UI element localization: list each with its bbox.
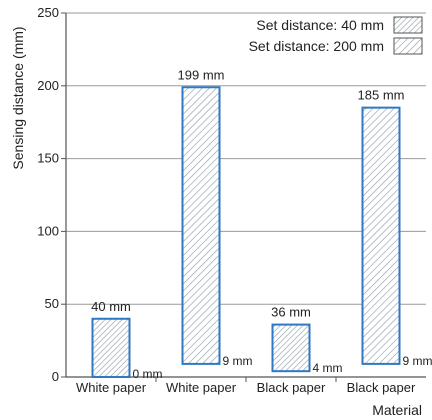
y-tick-label-50: 50 [45,296,59,311]
legend-swatch-2 [393,37,423,55]
bar-min-label-series1-1: 0 mm [133,367,163,381]
bars [91,86,401,379]
y-tick-label-150: 150 [37,151,59,166]
bar-max-label-series2-2: 185 mm [358,88,405,103]
bar-max-label-series2-1: 199 mm [178,67,225,82]
bar-max-label-series1-1: 40 mm [91,299,131,314]
legend-swatch-1 [393,16,423,34]
legend-label-2: Set distance: 200 mm [249,38,384,54]
bar-series2-2 [361,106,401,365]
y-tick-label-100: 100 [37,223,59,238]
bar-min-label-series1-2: 4 mm [313,361,343,375]
y-tick-label-200: 200 [37,78,59,93]
legend-label-1: Set distance: 40 mm [256,17,384,33]
bar-series1-2 [271,323,311,373]
axes: 0 50 100 150 200 250 White paper White paper Bla… [37,5,426,395]
y-tick-label-250: 250 [37,5,59,20]
y-tick-label-0: 0 [52,369,59,384]
data-labels: 40 mm 0 mm 36 mm 4 mm 199 mm 9 mm 185 mm 9 mm [91,67,432,381]
legend: Set distance: 40 mm Set distance: 200 mm [249,16,423,55]
x-tick-label-3: Black paper [257,380,326,395]
x-axis-title: Material [372,402,422,418]
bar-min-label-series2-2: 9 mm [403,354,432,368]
y-axis-title: Sensing distance (mm) [10,26,26,169]
bar-min-label-series2-1: 9 mm [223,354,253,368]
bar-series1-1 [91,317,131,379]
bar-series2-1 [181,86,221,365]
x-tick-label-4: Black paper [347,380,416,395]
bar-max-label-series1-2: 36 mm [271,305,311,320]
x-tick-label-1: White paper [76,380,147,395]
x-tick-label-2: White paper [166,380,237,395]
